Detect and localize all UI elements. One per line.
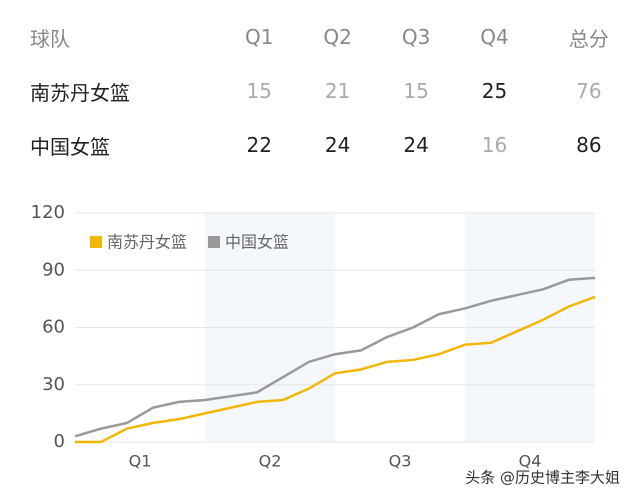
score-cell: 76	[576, 79, 602, 103]
score-cell: 21	[324, 79, 351, 103]
team-cell: 中国女篮	[30, 134, 110, 159]
x-tick-label: Q2	[259, 452, 282, 471]
row: 南苏丹女篮 15 21 15 25 76	[0, 64, 644, 118]
score-cell: 15	[246, 79, 272, 103]
legend-label: 南苏丹女篮	[107, 233, 187, 252]
team-cell: 南苏丹女篮	[30, 80, 130, 105]
y-tick-label: 60	[42, 317, 65, 338]
score-cell: 15	[403, 79, 429, 103]
score-cell: 22	[246, 133, 272, 157]
y-tick-label: 0	[54, 431, 65, 452]
header-cell: Q2	[323, 25, 352, 49]
score-cell: 24	[403, 133, 429, 157]
x-tick-label: Q4	[519, 452, 542, 471]
header-cell: 总分	[568, 26, 609, 51]
series-line	[75, 295, 596, 444]
legend-swatch	[208, 236, 220, 248]
score-table: 球队 Q1 Q2 Q3 Q4 总分 南苏丹女篮 15 21 15 25 76 中…	[0, 10, 644, 172]
score-cell: 24	[324, 133, 351, 157]
x-tick-label: Q3	[389, 452, 412, 471]
legend-label: 中国女篮	[225, 233, 289, 252]
header-row: 球队 Q1 Q2 Q3 Q4 总分	[0, 10, 644, 64]
y-tick-label: 90	[42, 259, 65, 280]
x-tick-label: Q1	[129, 452, 152, 471]
header-cell: Q1	[244, 25, 274, 49]
header-cell: Q4	[480, 25, 509, 49]
header-cell: Q3	[401, 25, 431, 49]
header-cell: 球队	[30, 26, 70, 51]
series-line	[74, 276, 596, 438]
watermark: 头条 @历史博主李大姐	[465, 469, 620, 487]
score-cell: 86	[576, 133, 602, 157]
legend-swatch	[90, 236, 102, 248]
y-tick-label: 30	[42, 374, 65, 395]
row: 中国女篮 22 24 24 16 86	[0, 118, 644, 172]
score-cell: 16	[481, 133, 508, 157]
score-cell: 25	[481, 79, 508, 103]
y-tick-label: 120	[31, 202, 65, 223]
